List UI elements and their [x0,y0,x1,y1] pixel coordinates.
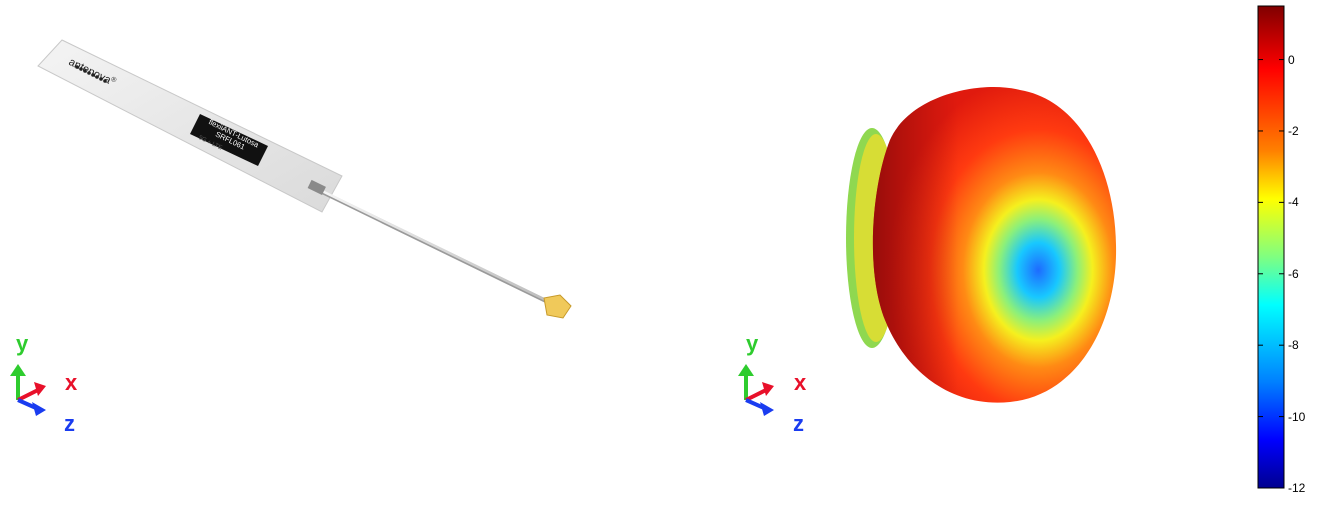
colorbar-tick-label: -6 [1288,268,1299,280]
axis-z-label: z [64,413,75,435]
axis-z-label-right: z [793,413,804,435]
colorbar-tick-label: -2 [1288,125,1299,137]
axis-x-label: x [65,372,77,394]
colorbar-tick-label: 0 [1288,54,1295,66]
antenna-cable [322,191,550,302]
radiation-pattern-panel: 0 -2 -4 -6 -8 -10 -12 y x z [660,0,1322,501]
colorbar-tick-label: -12 [1288,482,1305,494]
axis-y-label-right: y [746,333,758,355]
ufl-connector [544,295,571,318]
axes-triad-right [732,350,792,430]
colorbar [1258,6,1284,488]
colorbar-tick-label: -10 [1288,411,1305,423]
antenna-panel: antenova® flexiiANT-Lutosa SRFL061 5G + … [0,0,660,501]
axis-x-label-right: x [794,372,806,394]
colorbar-tick-label: -4 [1288,196,1299,208]
axes-triad-left [0,350,60,430]
axis-y-label: y [16,333,28,355]
colorbar-tick-label: -8 [1288,339,1299,351]
